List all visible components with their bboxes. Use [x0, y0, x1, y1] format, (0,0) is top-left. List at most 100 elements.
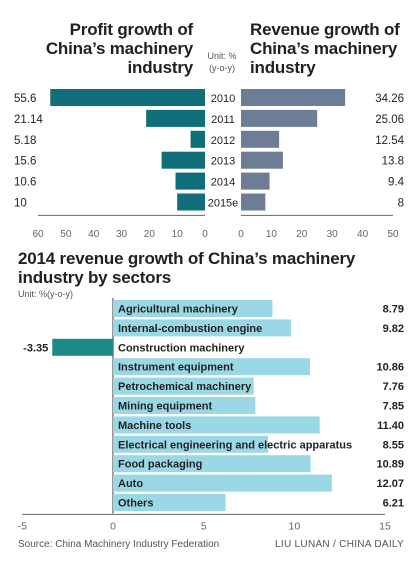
sector-value-label: -3.35 — [23, 342, 48, 354]
profit-tick-label: 40 — [88, 229, 100, 240]
revenue-title-line-3: industry — [250, 58, 316, 77]
revenue-tick-label: 20 — [296, 229, 308, 240]
sector-value-label: 12.07 — [376, 478, 404, 490]
sector-bar — [113, 358, 310, 376]
sector-value-label: 7.76 — [383, 381, 404, 393]
revenue-value-label: 34.26 — [375, 93, 404, 105]
sector-value-label: 11.40 — [377, 420, 404, 432]
sector-category-label: Electrical engineering and electric appa… — [118, 439, 352, 451]
profit-value-label: 5.18 — [14, 135, 36, 147]
credit-line: LIU LUNAN / CHINA DAILY — [275, 539, 404, 550]
profit-value-label: 21.14 — [14, 114, 43, 126]
profit-value-label: 55.6 — [14, 93, 36, 105]
top-unit-label: Unit: % (y-o-y) — [200, 50, 244, 74]
profit-chart-title: Profit growth of China’s machinery indus… — [46, 20, 193, 77]
sector-value-label: 7.85 — [383, 401, 404, 413]
profit-tick-label: 50 — [60, 229, 72, 240]
revenue-bar — [241, 193, 266, 211]
revenue-bar — [241, 109, 318, 127]
top-unit-line-2: (y-o-y) — [209, 63, 235, 73]
profit-bar — [146, 109, 205, 127]
profit-tick-label: 0 — [202, 229, 208, 240]
sector-unit-label: Unit: %(y-o-y) — [18, 289, 74, 299]
profit-title-line-3: industry — [127, 58, 194, 77]
profit-bar — [50, 89, 205, 106]
revenue-bar — [241, 89, 346, 106]
sector-title-line-1: 2014 revenue growth of China’s machinery — [18, 249, 356, 268]
revenue-value-label: 25.06 — [375, 114, 404, 126]
sector-tick-label: -5 — [18, 520, 27, 532]
sector-value-label: 10.89 — [376, 459, 404, 471]
sector-value-label: 8.79 — [383, 304, 404, 316]
revenue-value-label: 12.54 — [375, 135, 404, 147]
revenue-tick-label: 40 — [357, 229, 369, 240]
sector-category-label: Auto — [118, 478, 143, 490]
source-note: Source: China Machinery Industry Federat… — [18, 539, 220, 550]
sector-category-label: Machine tools — [118, 420, 191, 432]
sector-category-label: Construction machinery — [118, 342, 245, 354]
sector-category-label: Instrument equipment — [118, 362, 234, 374]
profit-bar — [175, 172, 205, 190]
profit-title-line-1: Profit growth of — [69, 20, 194, 39]
sector-tick-label: 5 — [201, 520, 207, 532]
revenue-value-label: 13.8 — [382, 156, 404, 168]
sector-bar — [113, 455, 311, 473]
year-label: 2013 — [211, 156, 235, 168]
sector-bar — [113, 397, 256, 414]
profit-tick-label: 30 — [116, 229, 128, 240]
sector-chart-title: 2014 revenue growth of China’s machinery… — [18, 249, 355, 287]
year-label: 2012 — [211, 135, 235, 147]
top-unit-line-1: Unit: % — [207, 51, 237, 61]
revenue-title-line-2: China’s machinery — [250, 39, 398, 58]
sector-bar — [113, 377, 254, 395]
sector-value-label: 9.82 — [383, 323, 404, 335]
revenue-tick-label: 50 — [387, 229, 399, 240]
year-label: 2015e — [208, 198, 239, 210]
sector-category-label: Internal-combustion engine — [118, 323, 262, 335]
sector-bar — [113, 319, 292, 337]
sector-bar — [113, 494, 226, 511]
sector-bar — [52, 338, 113, 356]
revenue-bar — [241, 172, 270, 190]
profit-title-line-2: China’s machinery — [45, 39, 193, 58]
revenue-value-label: 9.4 — [388, 177, 405, 189]
sector-value-label: 6.21 — [383, 498, 404, 510]
sector-category-label: Petrochemical machinery — [118, 381, 252, 393]
year-label: 2014 — [211, 177, 235, 189]
sector-category-label: Mining equipment — [118, 401, 212, 413]
year-label: 2010 — [211, 93, 235, 105]
sector-tick-label: 15 — [379, 520, 391, 532]
sector-title-line-2: industry by sectors — [18, 268, 172, 287]
revenue-bar — [241, 130, 280, 148]
sector-bar — [113, 416, 320, 434]
revenue-bar — [241, 151, 283, 169]
sector-category-label: Others — [118, 498, 153, 510]
profit-bar — [177, 193, 205, 211]
revenue-value-label: 8 — [398, 198, 404, 210]
profit-bar — [161, 151, 205, 169]
profit-value-label: 15.6 — [14, 156, 36, 168]
revenue-title-line-1: Revenue growth of — [250, 20, 400, 39]
profit-tick-label: 60 — [32, 229, 44, 240]
sector-bar — [113, 435, 269, 453]
sector-bar — [113, 474, 332, 492]
sector-value-label: 10.86 — [376, 362, 404, 374]
profit-value-label: 10.6 — [14, 177, 36, 189]
revenue-tick-label: 30 — [327, 229, 339, 240]
sector-value-label: 8.55 — [383, 439, 404, 451]
profit-bar — [190, 130, 205, 148]
revenue-chart-title: Revenue growth of China’s machinery indu… — [250, 20, 400, 77]
profit-tick-label: 10 — [172, 229, 184, 240]
sector-category-label: Food packaging — [118, 459, 202, 471]
profit-tick-label: 20 — [144, 229, 156, 240]
sector-tick-label: 10 — [288, 520, 300, 532]
revenue-tick-label: 10 — [266, 229, 278, 240]
profit-value-label: 10 — [14, 198, 27, 210]
sector-bar — [113, 300, 273, 317]
year-label: 2011 — [211, 114, 235, 126]
sector-tick-label: 0 — [110, 520, 116, 532]
revenue-tick-label: 0 — [238, 229, 244, 240]
sector-category-label: Agricultural machinery — [118, 304, 239, 316]
